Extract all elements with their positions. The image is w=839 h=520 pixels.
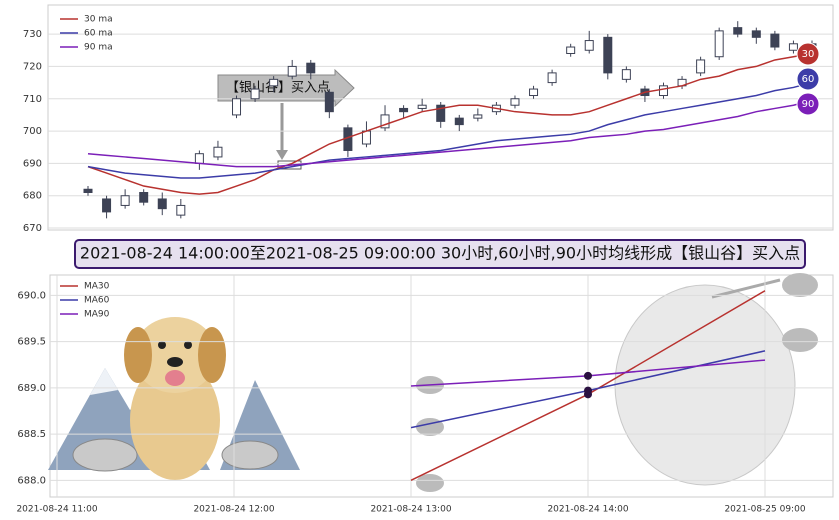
candle-body: [417, 104, 427, 109]
legend-label: 30 ma: [84, 15, 113, 25]
candle-body: [733, 27, 743, 35]
ma-badge: [796, 92, 820, 116]
candle-body: [436, 104, 446, 122]
legend-label: 60 ma: [84, 29, 113, 39]
ma-line: [87, 52, 813, 195]
candle-body: [213, 146, 223, 158]
cross-point: [584, 386, 592, 395]
candle-body: [751, 30, 761, 38]
candle-body: [770, 33, 780, 48]
y-tick-label: 700: [23, 126, 42, 137]
candle-body: [324, 91, 334, 113]
candle-body: [658, 85, 668, 97]
candle-body: [473, 114, 483, 119]
x-tick-label: 2021-08-25 09:00: [724, 505, 805, 515]
candle-body: [232, 98, 242, 116]
candle-body: [788, 43, 798, 51]
candle-body: [176, 204, 186, 216]
candle-body: [380, 114, 390, 129]
x-tick-label: 2021-08-24 13:00: [370, 505, 451, 515]
candle-body: [361, 130, 371, 145]
x-tick-label: 2021-08-24 12:00: [193, 505, 274, 515]
candle-body: [306, 62, 316, 74]
legend-label: MA90: [84, 310, 110, 320]
ma-badge-label: 30: [802, 49, 815, 60]
banner-text: 2021-08-24 14:00:00至2021-08-25 09:00:00 …: [80, 244, 800, 263]
candle-body: [287, 65, 297, 77]
x-tick-label: 2021-08-24 14:00: [547, 505, 628, 515]
candle-body: [714, 30, 724, 58]
candle-body: [529, 88, 539, 97]
y-tick-label: 680: [23, 191, 42, 202]
candle-body: [584, 40, 594, 51]
banner: [74, 239, 806, 269]
ma-badge: [796, 42, 820, 66]
x-tick-label: 2021-08-24 11:00: [16, 505, 97, 515]
ma-line: [87, 99, 813, 168]
legend-label: MA30: [84, 282, 110, 292]
candle-body: [157, 198, 167, 210]
candle-body: [621, 69, 631, 80]
candle-body: [139, 192, 149, 203]
legend-label: 90 ma: [84, 43, 113, 53]
y-tick-label: 689.0: [17, 383, 46, 394]
candle-body: [603, 36, 613, 74]
candle-body: [566, 46, 576, 54]
cross-point: [584, 371, 592, 380]
candle-body: [120, 195, 130, 206]
y-tick-label: 689.5: [17, 337, 46, 348]
candle-body: [269, 78, 279, 87]
y-tick-label: 670: [23, 223, 42, 234]
y-tick-label: 720: [23, 61, 42, 72]
y-tick-label: 688.0: [17, 475, 46, 486]
candle-body: [102, 198, 112, 213]
candle-body: [510, 98, 520, 106]
candle-body: [454, 117, 464, 126]
y-tick-label: 730: [23, 29, 42, 40]
candle-body: [194, 153, 204, 164]
y-tick-label: 690.0: [17, 290, 46, 301]
y-tick-label: 688.5: [17, 429, 46, 440]
decoration: [48, 273, 818, 492]
ma-line: [87, 81, 813, 179]
ma-badge-label: 60: [802, 74, 815, 85]
y-tick-label: 690: [23, 158, 42, 169]
candle-body: [696, 59, 706, 74]
candle-body: [399, 107, 409, 113]
annotation-pointer-head: [276, 150, 288, 160]
ma-badge-label: 90: [802, 99, 815, 110]
candle-body: [547, 72, 557, 84]
candle-body: [250, 88, 260, 100]
legend-label: MA60: [84, 296, 110, 306]
ma-badge: [796, 67, 820, 91]
candle-body: [83, 188, 93, 194]
y-tick-label: 710: [23, 94, 42, 105]
